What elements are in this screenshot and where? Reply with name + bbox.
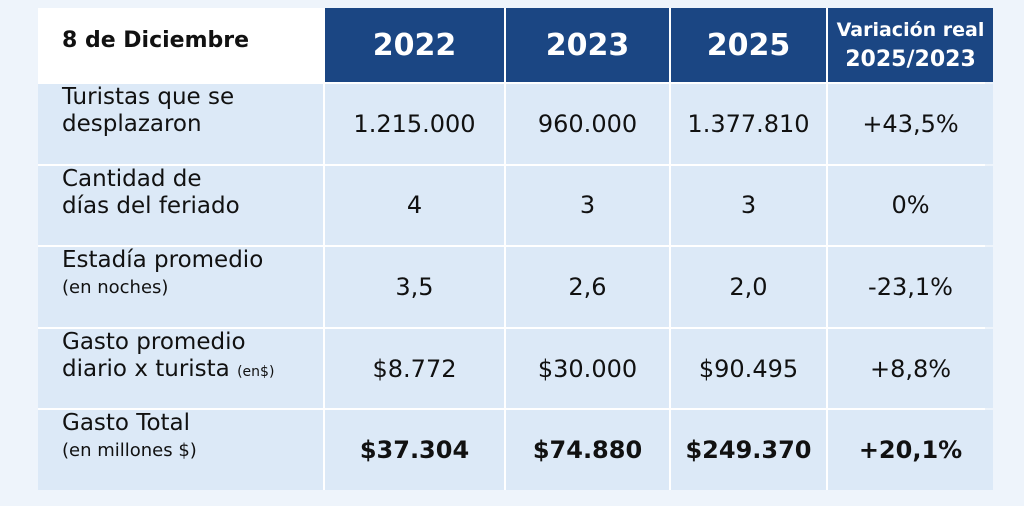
value-cell: +43,5% xyxy=(828,84,993,164)
value-cell: 3,5 xyxy=(325,247,504,327)
label-line: Gasto promedio xyxy=(62,329,246,356)
row-label: Estadía promedio (en noches) xyxy=(38,247,323,327)
label-text: Gasto Total xyxy=(62,410,191,437)
label-line: diario x turista (en$) xyxy=(62,356,274,386)
header-line: 2025/2023 xyxy=(845,47,976,72)
value-cell: $90.495 xyxy=(671,328,826,409)
value-cell: +20,1% xyxy=(828,410,993,490)
variation-header: Variación real 2025/2023 xyxy=(828,8,993,82)
value-cell: 960.000 xyxy=(506,84,669,164)
value-cell: 2,6 xyxy=(506,247,669,327)
label-line: días del feriado xyxy=(62,193,240,220)
row-label: Cantidad de días del feriado xyxy=(38,165,323,246)
value-cell: $8.772 xyxy=(325,328,504,409)
label-line: Cantidad de xyxy=(62,166,202,193)
value-cell: -23,1% xyxy=(828,247,993,327)
label-text: Cantidad de xyxy=(62,165,202,192)
value-cell: 4 xyxy=(325,165,504,246)
year-header: 2022 xyxy=(325,8,504,82)
label-text: Turistas que se xyxy=(62,84,235,110)
value-cell: +8,8% xyxy=(828,328,993,409)
label-text: Estadía promedio xyxy=(62,247,264,274)
value-cell: $37.304 xyxy=(325,410,504,490)
label-text: días del feriado xyxy=(62,192,240,219)
label-text: Gasto promedio xyxy=(62,328,246,355)
label-line: Estadía promedio xyxy=(62,247,263,274)
label-note: (en$) xyxy=(237,363,275,380)
label-note: (en millones $) xyxy=(62,440,197,462)
label-text: diario x turista xyxy=(62,355,230,382)
label-text: desplazaron xyxy=(62,111,202,137)
value-cell: $74.880 xyxy=(506,410,669,490)
year-header: 2023 xyxy=(506,8,669,82)
label-note: (en noches) xyxy=(62,277,169,299)
row-label: Gasto promedio diario x turista (en$) xyxy=(38,328,323,409)
table: 8 de Diciembre 2022 2023 2025 Variación … xyxy=(38,8,993,490)
label-line: Gasto Total xyxy=(62,410,190,437)
value-cell: $30.000 xyxy=(506,328,669,409)
label-line: desplazaron xyxy=(62,111,202,138)
row-label: Turistas que se desplazaron xyxy=(38,84,323,164)
header-line: Variación real xyxy=(836,19,985,41)
row-label: Gasto Total (en millones $) xyxy=(38,410,323,490)
value-cell: $249.370 xyxy=(671,410,826,490)
value-cell: 3 xyxy=(506,165,669,246)
corner-cell: 8 de Diciembre xyxy=(38,8,323,82)
value-cell: 1.377.810 xyxy=(671,84,826,164)
value-cell: 3 xyxy=(671,165,826,246)
value-cell: 2,0 xyxy=(671,247,826,327)
year-header: 2025 xyxy=(671,8,826,82)
value-cell: 0% xyxy=(828,165,993,246)
label-line: Turistas que se xyxy=(62,84,234,111)
value-cell: 1.215.000 xyxy=(325,84,504,164)
